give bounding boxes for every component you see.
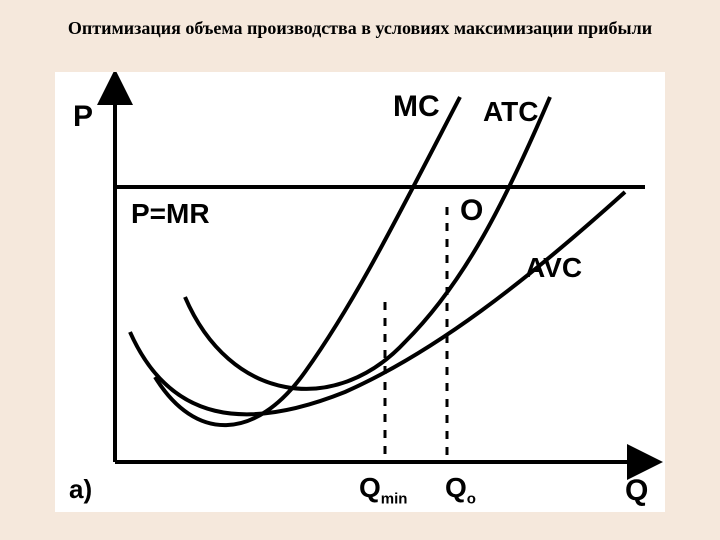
label-q: Q <box>625 474 648 508</box>
label-p: P <box>73 100 93 134</box>
chart-svg <box>55 72 665 512</box>
chart-area: P P=MR MC ATC O AVC a) Qmin Qo Q <box>55 72 665 512</box>
label-avc: AVC <box>525 252 582 284</box>
label-a: a) <box>69 474 92 505</box>
label-qmin: Qmin <box>359 472 407 508</box>
page-title: Оптимизация объема производства в услови… <box>0 0 720 45</box>
label-mc: MC <box>393 90 440 124</box>
label-pmr: P=MR <box>131 198 210 230</box>
label-qo: Qo <box>445 472 476 508</box>
label-atc: ATC <box>483 96 538 128</box>
label-o: O <box>460 194 483 228</box>
